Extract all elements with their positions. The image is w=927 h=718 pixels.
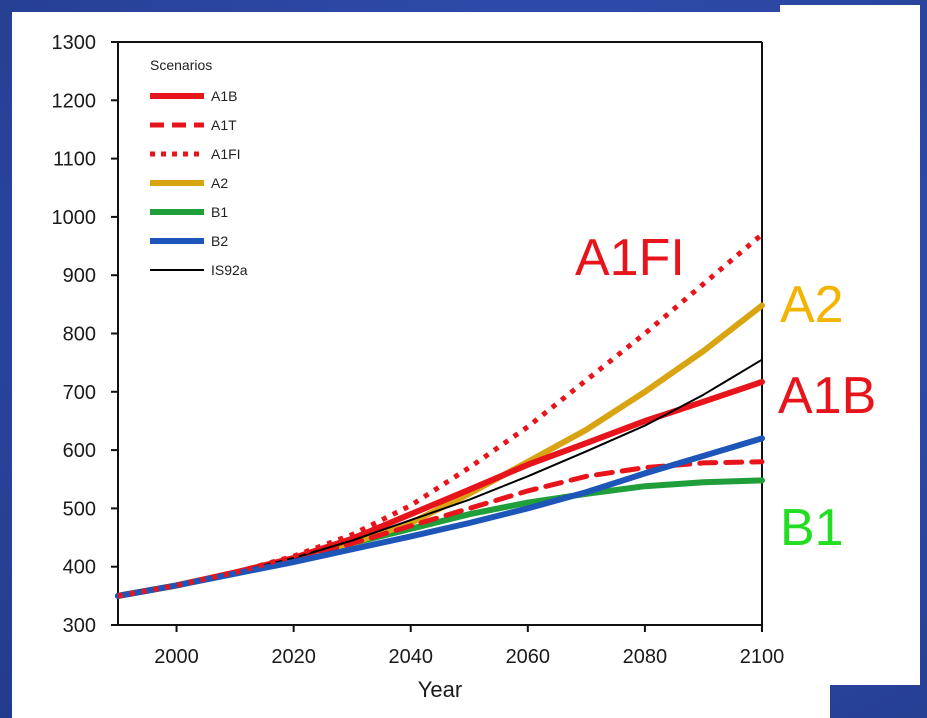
x-tick-label: 2080: [623, 646, 668, 668]
chart-panel: [12, 12, 830, 718]
legend-label-a1t: A1T: [211, 117, 237, 133]
y-tick-label: 800: [63, 324, 96, 346]
legend: Scenarios A1B A1T A1FI A2 B1 B2 IS92a: [150, 57, 248, 278]
x-tick-label: 2100: [740, 646, 785, 668]
annotation-a2: A2: [780, 276, 844, 334]
legend-label-a2: A2: [211, 175, 228, 191]
series-layer: [115, 232, 765, 599]
x-tick-label: 2060: [506, 646, 551, 668]
y-tick-label: 600: [63, 440, 96, 462]
x-tick-label: 2000: [154, 646, 199, 668]
series-line-a1fi: [117, 232, 764, 599]
y-tick-label: 1100: [53, 149, 96, 171]
x-axis-ticks: 2000 2020 2040 2060 2080 2100: [154, 625, 784, 668]
annotation-b1: B1: [780, 499, 844, 557]
y-tick-label: 300: [63, 615, 96, 637]
y-tick-label: 1200: [52, 90, 97, 112]
legend-label-b2: B2: [211, 233, 228, 249]
y-tick-label: 500: [63, 498, 96, 520]
legend-label-b1: B1: [211, 204, 228, 220]
legend-label-a1b: A1B: [211, 88, 237, 104]
y-tick-label: 700: [63, 382, 96, 404]
legend-label-a1fi: A1FI: [211, 146, 241, 162]
annotation-a1fi: A1FI: [575, 229, 685, 287]
y-tick-label: 400: [63, 557, 96, 579]
annotation-a1b: A1B: [778, 367, 876, 425]
annotations: A1FI A2 A1B B1: [575, 229, 876, 557]
legend-label-is92a: IS92a: [211, 262, 248, 278]
legend-title: Scenarios: [150, 57, 212, 73]
x-tick-label: 2020: [271, 646, 316, 668]
y-axis-ticks: 300 400 500 600 700 800 900 1000 1100 1200 1300: [52, 32, 118, 637]
y-tick-label: 1300: [52, 32, 97, 54]
y-tick-label: 1000: [52, 207, 97, 229]
x-axis-title: Year: [418, 677, 462, 702]
y-tick-label: 900: [63, 265, 96, 287]
chart-panel-right: [780, 5, 920, 685]
x-tick-label: 2040: [388, 646, 433, 668]
